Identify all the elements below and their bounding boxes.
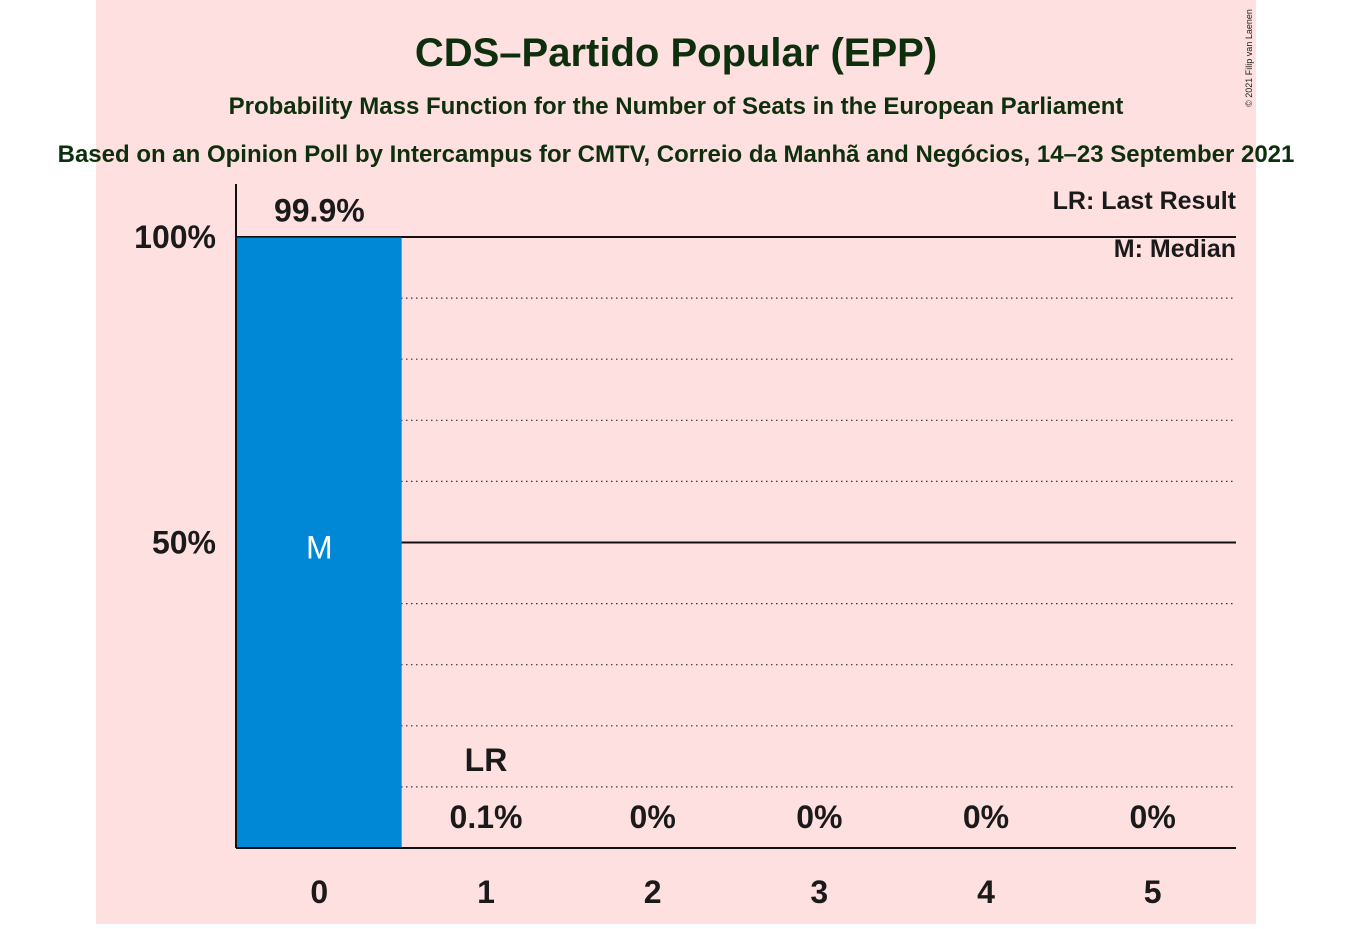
bar-value-label: 0%	[1130, 799, 1176, 835]
x-tick-label: 4	[977, 874, 995, 910]
bar	[236, 237, 402, 849]
gridlines	[236, 236, 1236, 788]
x-tick-label: 1	[477, 874, 495, 910]
y-tick-label: 50%	[152, 525, 216, 561]
copyright-note: © 2021 Filip van Laenen	[1244, 9, 1254, 107]
bar-value-label: 0%	[796, 799, 842, 835]
poll-source-note: Based on an Opinion Poll by Intercampus …	[58, 141, 1295, 168]
y-tick-label: 100%	[134, 219, 216, 255]
legend-median: M: Median	[1114, 235, 1236, 263]
legend-last-result: LR: Last Result	[1053, 187, 1237, 215]
chart-subtitle: Probability Mass Function for the Number…	[229, 93, 1124, 120]
x-tick-label: 3	[810, 874, 828, 910]
x-tick-label: 0	[310, 874, 328, 910]
labels: 50% 100% 0 1 2 3 4 5 99.9% 0.1% 0% 0% 0% 0% M LR	[134, 193, 1176, 910]
bar-value-label: 0%	[963, 799, 1009, 835]
bar-value-label: 99.9%	[274, 193, 365, 229]
median-marker: M	[306, 530, 333, 566]
last-result-marker: LR	[465, 742, 508, 778]
x-tick-label: 5	[1144, 874, 1162, 910]
axes	[235, 184, 1236, 849]
bar-value-label: 0.1%	[450, 799, 523, 835]
chart-title: CDS–Partido Popular (EPP)	[415, 31, 937, 75]
bars	[236, 237, 569, 849]
x-tick-label: 2	[644, 874, 662, 910]
bar-value-label: 0%	[630, 799, 676, 835]
